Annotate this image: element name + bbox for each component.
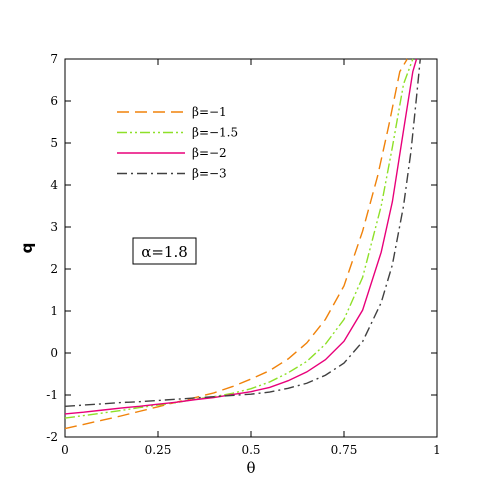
y-tick-label: 0 [50,346,58,360]
series-line-3 [64,58,418,415]
y-axis-title: q [18,243,36,254]
series-line-1 [64,58,408,430]
legend: β=−1 β=−1.5 β=−2 β=−3 [117,105,238,181]
x-axis-title: θ [246,459,255,477]
series-group [64,58,421,430]
legend-label-1: β=−1 [192,105,227,119]
y-tick-label: 2 [50,262,58,276]
x-tick-label: 0.25 [145,443,172,457]
y-tick-label: -2 [46,430,58,444]
x-tick-label: 0 [61,443,69,457]
y-tick-label: -1 [46,388,58,402]
series-line-4 [64,58,421,408]
axis-ticks: 0 0.25 0.5 0.75 1 -2 -1 0 1 2 3 4 5 6 7 [46,52,441,457]
annotation-box: α=1.8 [132,237,197,265]
plot-frame [64,58,438,438]
legend-label-4: β=−3 [192,167,227,181]
y-tick-label: 5 [50,136,58,150]
y-tick-label: 6 [50,94,58,108]
annotation-text: α=1.8 [141,243,188,261]
y-tick-label: 3 [50,220,58,234]
x-tick-label: 1 [433,443,441,457]
legend-label-2: β=−1.5 [192,126,238,140]
y-tick-label: 7 [50,52,58,66]
x-tick-label: 0.5 [241,443,260,457]
y-tick-label: 1 [50,304,58,318]
legend-label-3: β=−2 [192,146,227,160]
series-line-2 [64,58,414,419]
x-tick-label: 0.75 [331,443,358,457]
y-tick-label: 4 [50,178,58,192]
